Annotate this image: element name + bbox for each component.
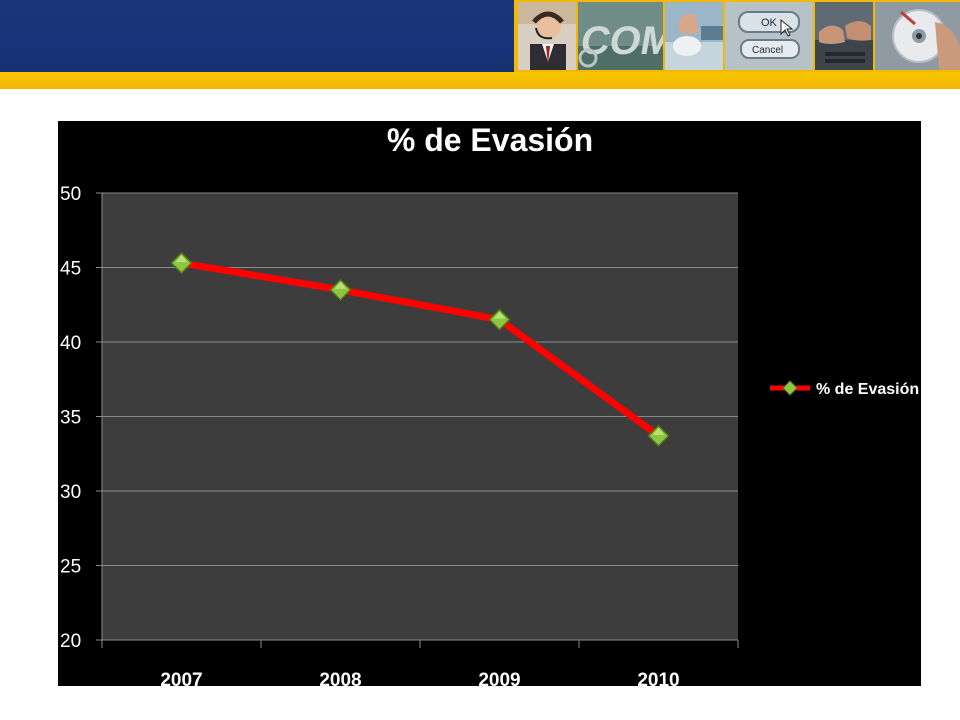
header-gold-stripe (0, 72, 960, 89)
typing-keyboard-photo (813, 2, 873, 70)
y-tick-label-25: 25 (60, 557, 81, 578)
series-line-layer (170, 251, 670, 447)
axes: 20 25 30 35 40 45 50 2007 2008 2009 2010 (60, 184, 739, 686)
header-blue-bar (0, 0, 514, 72)
legend-label: % de Evasión (816, 381, 919, 398)
data-point-highlight-2008 (334, 281, 347, 289)
data-point-2007 (170, 251, 193, 275)
y-tick-label-50: 50 (60, 184, 81, 205)
data-point-2010 (647, 424, 670, 447)
legend: % de Evasión (770, 380, 919, 398)
x-tick-label-2008: 2008 (319, 670, 361, 686)
header-photo-strip: COM OK Cancel (514, 0, 960, 72)
y-tick-label-35: 35 (60, 408, 81, 429)
header-banner: COM OK Cancel (0, 0, 960, 90)
com-letters-photo: COM (576, 2, 663, 70)
data-point-highlight-2007 (175, 255, 188, 263)
svg-text:COM: COM (578, 18, 663, 63)
data-point-highlight-2009 (493, 311, 506, 319)
headset-agent-photo (516, 2, 576, 70)
dialog-ok-label: OK (761, 17, 778, 29)
x-tick-label-2009: 2009 (478, 670, 520, 686)
cd-disc-photo (873, 2, 960, 70)
y-tick-label-20: 20 (60, 631, 81, 652)
x-tick-label-2010: 2010 (637, 670, 679, 686)
data-point-highlight-2010 (652, 427, 665, 435)
legend-marker (782, 380, 798, 396)
chart-title: % de Evasión (387, 122, 593, 158)
series-line-0 (178, 259, 662, 440)
data-point-2009 (488, 308, 511, 331)
y-tick-label-40: 40 (60, 333, 81, 354)
dialog-cancel-label: Cancel (752, 45, 783, 56)
computer-mouse-photo (663, 2, 723, 70)
chart-area: % de Evasión 20 25 30 35 40 45 50 2007 2008 2009 2… (58, 121, 921, 686)
ok-cancel-dialog-photo: OK Cancel (723, 2, 813, 70)
y-tick-label-30: 30 (60, 482, 81, 503)
x-tick-label-2007: 2007 (160, 670, 202, 686)
y-tick-label-45: 45 (60, 259, 81, 280)
data-point-2008 (329, 278, 352, 301)
